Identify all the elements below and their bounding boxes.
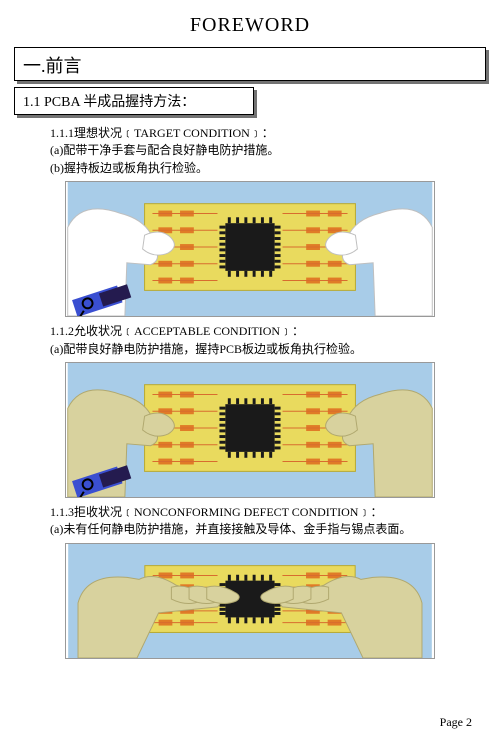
heading-2-box: 1.1 PCBA 半成品握持方法： bbox=[14, 87, 254, 115]
section-3-head: 1.1.3拒收状况﹝NONCONFORMING DEFECT CONDITION… bbox=[50, 504, 454, 521]
section-1-line-a: (a)配带干净手套与配合良好静电防护措施。 bbox=[50, 142, 454, 159]
illustration-target bbox=[65, 181, 435, 317]
heading-1-box: 一.前言 bbox=[14, 47, 486, 81]
section-2: 1.1.2允收状况﹝ACCEPTABLE CONDITION﹞： (a)配带良好… bbox=[50, 323, 454, 358]
section-1: 1.1.1理想状况﹝TARGET CONDITION﹞： (a)配带干净手套与配… bbox=[50, 125, 454, 177]
page-title: FOREWORD bbox=[0, 14, 500, 37]
heading-2-text: 1.1 PCBA 半成品握持方法： bbox=[23, 95, 195, 110]
section-3: 1.1.3拒收状况﹝NONCONFORMING DEFECT CONDITION… bbox=[50, 504, 454, 539]
section-1-line-b: (b)握持板边或板角执行检验。 bbox=[50, 160, 454, 177]
heading-1-text: 一.前言 bbox=[23, 56, 82, 76]
section-1-head: 1.1.1理想状况﹝TARGET CONDITION﹞： bbox=[50, 125, 454, 142]
section-2-head: 1.1.2允收状况﹝ACCEPTABLE CONDITION﹞： bbox=[50, 323, 454, 340]
page-number: Page 2 bbox=[440, 715, 472, 730]
illustration-acceptable bbox=[65, 362, 435, 498]
section-3-line-a: (a)未有任何静电防护措施，并直接接触及导体、金手指与锡点表面。 bbox=[50, 521, 454, 538]
section-2-line-a: (a)配带良好静电防护措施，握持PCB板边或板角执行检验。 bbox=[50, 341, 454, 358]
illustration-nonconforming bbox=[65, 543, 435, 659]
